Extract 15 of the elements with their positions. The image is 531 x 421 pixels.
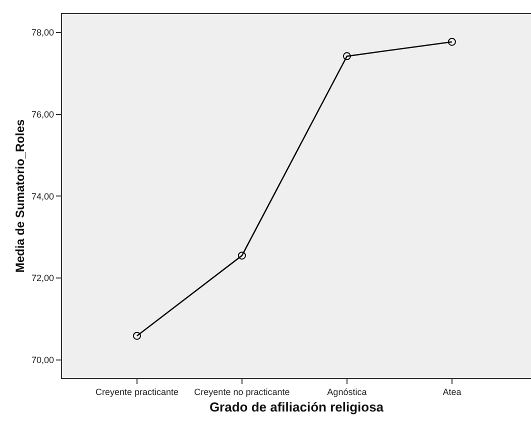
y-tick-label: 78,00 <box>32 28 54 38</box>
point <box>448 38 456 46</box>
y-tick-label: 70,00 <box>32 355 54 366</box>
x-axis-title: Grado de afiliación religiosa <box>209 400 384 415</box>
x-tick-label: Agnóstica <box>327 386 367 397</box>
y-axis-title: Media de Sumatorio_Roles <box>12 118 27 273</box>
x-tick-label: Atea <box>442 386 462 397</box>
point <box>342 52 351 60</box>
point <box>238 252 246 260</box>
x-tick-label: Creyente no practicante <box>194 386 290 397</box>
y-tick-label: 74,00 <box>32 191 54 202</box>
y-tick-label: 72,00 <box>32 273 54 284</box>
x-tick-label: Creyente practicante <box>95 386 178 397</box>
y-tick-label: 76,00 <box>32 109 54 120</box>
point <box>132 332 141 340</box>
